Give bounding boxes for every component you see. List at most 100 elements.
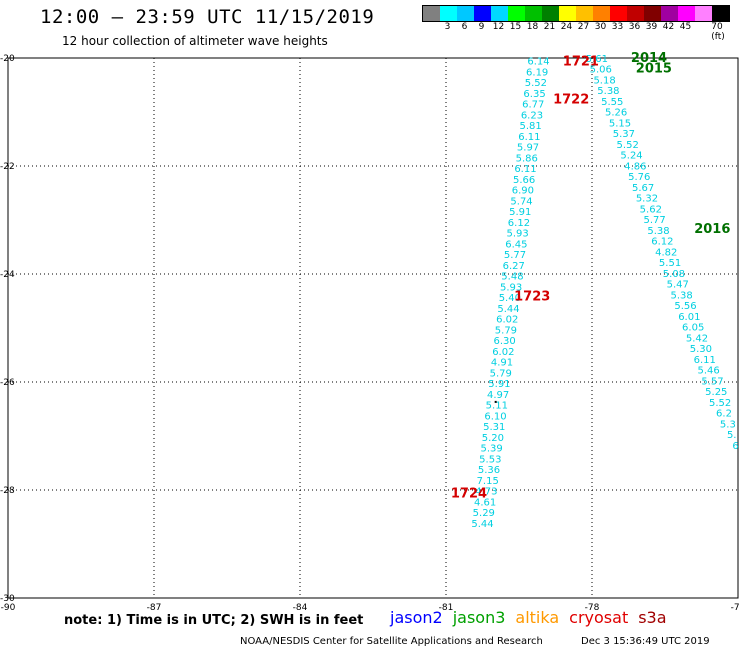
swh-value-west: 5.29 (473, 508, 495, 519)
swh-value-east: 5.30 (690, 344, 712, 355)
swh-value-west: 6.02 (496, 315, 518, 326)
swh-value-west: 5.52 (525, 78, 547, 89)
swh-value-west: 6.45 (505, 239, 527, 250)
swh-value-west: 5.91 (509, 207, 531, 218)
colorbar-tick-label: 12 (492, 22, 505, 32)
pass-label: 1723 (514, 290, 550, 305)
y-tick-label: -22 (0, 162, 15, 172)
swh-value-east: 5.46 (697, 366, 719, 377)
colorbar-tick-label: 36 (628, 22, 641, 32)
legend-entry: jason2 (390, 608, 443, 627)
swh-value-east: 5.52 (709, 398, 731, 409)
swh-value-east: 5.38 (647, 226, 669, 237)
colorbar-swatch (508, 6, 525, 21)
swh-value-west: 6.12 (508, 218, 530, 229)
swh-value-west: 5.40 (499, 293, 521, 304)
colorbar-swatch (695, 6, 712, 21)
colorbar-tick-label: 39 (645, 22, 658, 32)
swh-value-west: 4.73 (475, 487, 497, 498)
y-tick-label: -30 (0, 594, 15, 604)
swh-value-east: 6.12 (651, 237, 673, 248)
colorbar-swatch (491, 6, 508, 21)
colorbar-tick-label: 9 (478, 22, 485, 32)
colorbar-swatch (610, 6, 627, 21)
swh-value-west: 5.77 (504, 250, 526, 261)
swh-value-east: 5.38 (670, 290, 692, 301)
swh-value-west: 5.81 (520, 121, 542, 132)
colorbar (422, 5, 730, 22)
colorbar-tick-label: 45 (679, 22, 692, 32)
credits-text: NOAA/NESDIS Center for Satellite Applica… (240, 636, 543, 647)
pass-label: 2016 (694, 222, 730, 237)
pass-label: 2015 (636, 62, 672, 77)
satellite-legend: jason2 jason3 altika cryosat s3a (390, 608, 677, 627)
swh-value-west: 5.91 (488, 379, 510, 390)
swh-value-east: 5.42 (686, 333, 708, 344)
swh-value-west: 5.48 (501, 272, 523, 283)
swh-value-west: 5.93 (500, 282, 522, 293)
colorbar-swatch (627, 6, 644, 21)
colorbar-swatch (440, 6, 457, 21)
swh-value-east: 5.56 (674, 301, 696, 312)
swh-value-east: 5.18 (593, 75, 615, 86)
swh-value-west: 6.90 (512, 186, 534, 197)
swh-value-west: 5.44 (471, 519, 493, 530)
swh-value-east: 4.82 (655, 247, 677, 258)
pass-label: 2014 (631, 51, 667, 66)
map-subtitle: 12 hour collection of altimeter wave hei… (62, 34, 328, 48)
swh-value-west: 6.11 (518, 132, 540, 143)
swh-value-west: 6.02 (492, 347, 514, 358)
swh-value-west: 7.15 (477, 476, 499, 487)
swh-value-west: 6.19 (526, 67, 548, 78)
x-tick-label: -84 (293, 603, 308, 613)
map-frame (7, 57, 739, 599)
swh-value-west: 5.86 (516, 153, 538, 164)
swh-value-west: 6.27 (503, 261, 525, 272)
swh-value-east: 5.37 (613, 129, 635, 140)
pass-label: 1724 (451, 487, 487, 502)
swh-value-west: 5.44 (497, 304, 519, 315)
swh-value-east: 5.3 (720, 419, 736, 430)
swh-value-east: 5.24 (620, 151, 642, 162)
swh-value-west: 4.97 (487, 390, 509, 401)
legend-entry: s3a (638, 608, 667, 627)
swh-value-west: 5.79 (490, 368, 512, 379)
swh-value-east: 5.76 (628, 172, 650, 183)
swh-value-east: 5.38 (597, 86, 619, 97)
swh-value-east: 6 (732, 441, 738, 452)
swh-value-east: 5.52 (617, 140, 639, 151)
swh-value-east: 5.32 (636, 194, 658, 205)
generated-date: Dec 3 15:36:49 UTC 2019 (581, 636, 710, 647)
colorbar-tick-label: 18 (526, 22, 539, 32)
swh-value-east: 5.15 (609, 118, 631, 129)
colorbar-swatch (423, 6, 440, 21)
swh-value-east: 6.01 (678, 312, 700, 323)
colorbar-tick-label: 3 (444, 22, 451, 32)
legend-entry: jason3 (452, 608, 506, 627)
swh-value-west: 5.53 (479, 454, 501, 465)
x-tick-label: -81 (439, 603, 454, 613)
colorbar-swatch (457, 6, 474, 21)
colorbar-tick-label: 27 (577, 22, 590, 32)
swh-value-west: 5.31 (483, 422, 505, 433)
swh-value-west: 6.14 (527, 57, 549, 68)
legend-entry: cryosat (569, 608, 629, 627)
swh-value-west: 6.30 (493, 336, 515, 347)
colorbar-tick-label: 15 (509, 22, 522, 32)
colorbar-swatch (644, 6, 661, 21)
colorbar-swatch (525, 6, 542, 21)
y-tick-label: -28 (0, 486, 15, 496)
swh-value-west: 6.10 (484, 411, 506, 422)
swh-value-west: 5.97 (517, 143, 539, 154)
swh-value-east: 4.86 (624, 161, 646, 172)
swh-value-west: 6.23 (521, 110, 543, 121)
colorbar-swatch (678, 6, 695, 21)
x-tick-label: -75 (731, 603, 740, 613)
swh-value-west: 5.36 (478, 465, 500, 476)
colorbar-swatch (474, 6, 491, 21)
swh-value-east: 5.08 (663, 269, 685, 280)
colorbar-tick-label: 70 (ft) (711, 22, 725, 42)
swh-value-east: 5.47 (667, 280, 689, 291)
swh-value-west: 5.79 (495, 325, 517, 336)
colorbar-swatch (593, 6, 610, 21)
